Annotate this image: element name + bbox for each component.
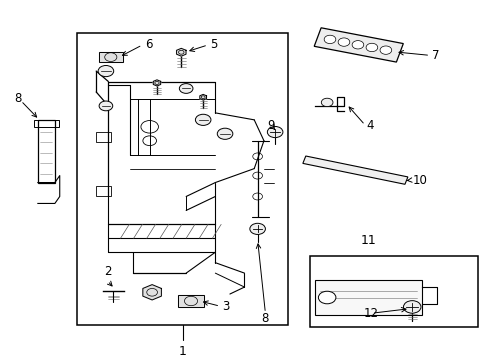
Bar	[178, 295, 203, 307]
Text: 5: 5	[210, 39, 217, 51]
Polygon shape	[176, 48, 185, 56]
Bar	[38, 120, 55, 183]
Polygon shape	[99, 52, 122, 62]
Polygon shape	[314, 28, 403, 62]
Circle shape	[366, 43, 377, 51]
Circle shape	[99, 101, 113, 111]
Circle shape	[195, 114, 210, 125]
Circle shape	[403, 301, 420, 313]
Bar	[96, 132, 111, 143]
Text: 1: 1	[178, 345, 186, 357]
Polygon shape	[142, 285, 161, 300]
Circle shape	[324, 35, 335, 44]
Polygon shape	[153, 80, 161, 86]
Text: 8: 8	[15, 93, 22, 105]
Bar	[314, 280, 421, 315]
Bar	[99, 52, 122, 62]
Text: 11: 11	[360, 234, 376, 247]
Bar	[77, 33, 287, 325]
Bar	[96, 186, 111, 197]
Text: 6: 6	[144, 39, 152, 51]
Circle shape	[379, 46, 391, 54]
Text: 10: 10	[411, 174, 426, 187]
Circle shape	[318, 291, 335, 304]
Polygon shape	[200, 94, 206, 100]
Circle shape	[267, 126, 283, 138]
Text: 8: 8	[261, 312, 268, 325]
Circle shape	[321, 98, 332, 107]
Circle shape	[98, 66, 114, 77]
Circle shape	[249, 223, 265, 234]
Text: 2: 2	[103, 265, 111, 278]
Text: 9: 9	[266, 118, 274, 131]
Bar	[309, 256, 477, 327]
Circle shape	[179, 84, 193, 93]
Polygon shape	[178, 295, 203, 307]
Text: 12: 12	[363, 307, 378, 320]
Circle shape	[351, 41, 363, 49]
Circle shape	[217, 128, 232, 139]
Text: 4: 4	[366, 118, 373, 131]
Text: 7: 7	[431, 49, 438, 62]
Text: 3: 3	[222, 300, 229, 313]
Bar	[34, 120, 59, 127]
Polygon shape	[302, 156, 407, 184]
Circle shape	[337, 38, 349, 46]
